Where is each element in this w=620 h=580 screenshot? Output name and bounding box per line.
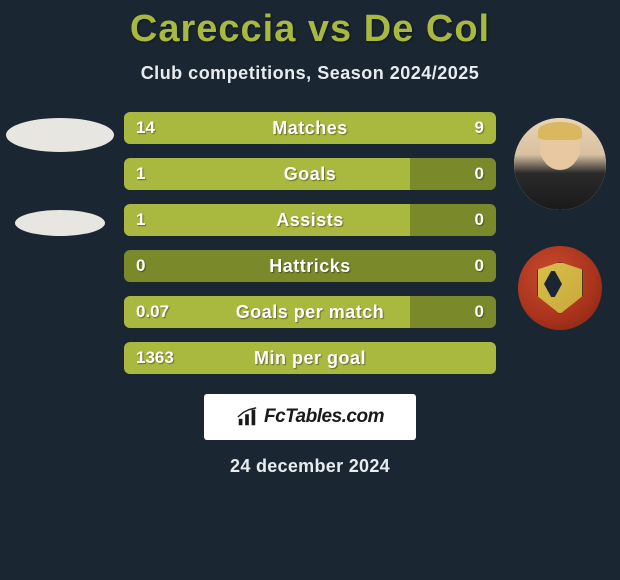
stat-value-right: 0 (475, 164, 484, 184)
stat-label: Min per goal (254, 348, 366, 369)
shield-icon (537, 262, 583, 314)
stat-value-left: 0.07 (136, 302, 169, 322)
stat-value-left: 1 (136, 210, 145, 230)
page-title: Careccia vs De Col (130, 8, 490, 51)
right-player-column (500, 112, 620, 374)
page-subtitle: Club competitions, Season 2024/2025 (141, 63, 480, 84)
bar-left-fill (124, 158, 410, 190)
comparison-card: Careccia vs De Col Club competitions, Se… (0, 0, 620, 580)
left-player-column (0, 112, 120, 374)
bar-left-fill (124, 204, 410, 236)
stat-row: 1 Assists 0 (124, 204, 496, 236)
club-crest-placeholder (15, 210, 105, 236)
brand-text: FcTables.com (264, 406, 384, 428)
stat-row: 1 Goals 0 (124, 158, 496, 190)
player-face-graphic (514, 118, 606, 210)
stat-row: 0.07 Goals per match 0 (124, 296, 496, 328)
brand-badge[interactable]: FcTables.com (204, 394, 416, 440)
stat-value-left: 14 (136, 118, 155, 138)
stat-label: Goals per match (236, 302, 385, 323)
stat-bars: 14Matches91Goals01Assists00Hattricks00.0… (120, 112, 500, 374)
stat-value-right: 0 (475, 210, 484, 230)
date-text: 24 december 2024 (230, 456, 390, 477)
brand-icon (236, 406, 258, 428)
stat-value-right: 0 (475, 256, 484, 276)
stats-area: 14Matches91Goals01Assists00Hattricks00.0… (0, 112, 620, 374)
player-avatar-placeholder (6, 118, 114, 152)
player-avatar (514, 118, 606, 210)
stat-row: 1363 Min per goal (124, 342, 496, 374)
stat-value-left: 1 (136, 164, 145, 184)
stat-value-right: 9 (475, 118, 484, 138)
stat-label: Assists (276, 210, 344, 231)
club-crest (518, 246, 602, 330)
stat-label: Matches (272, 118, 348, 139)
stat-value-left: 0 (136, 256, 145, 276)
stat-label: Goals (284, 164, 337, 185)
stat-value-right: 0 (475, 302, 484, 322)
stat-row: 0 Hattricks 0 (124, 250, 496, 282)
stat-value-left: 1363 (136, 348, 174, 368)
stat-row: 14 Matches 9 (124, 112, 496, 144)
stat-label: Hattricks (269, 256, 351, 277)
